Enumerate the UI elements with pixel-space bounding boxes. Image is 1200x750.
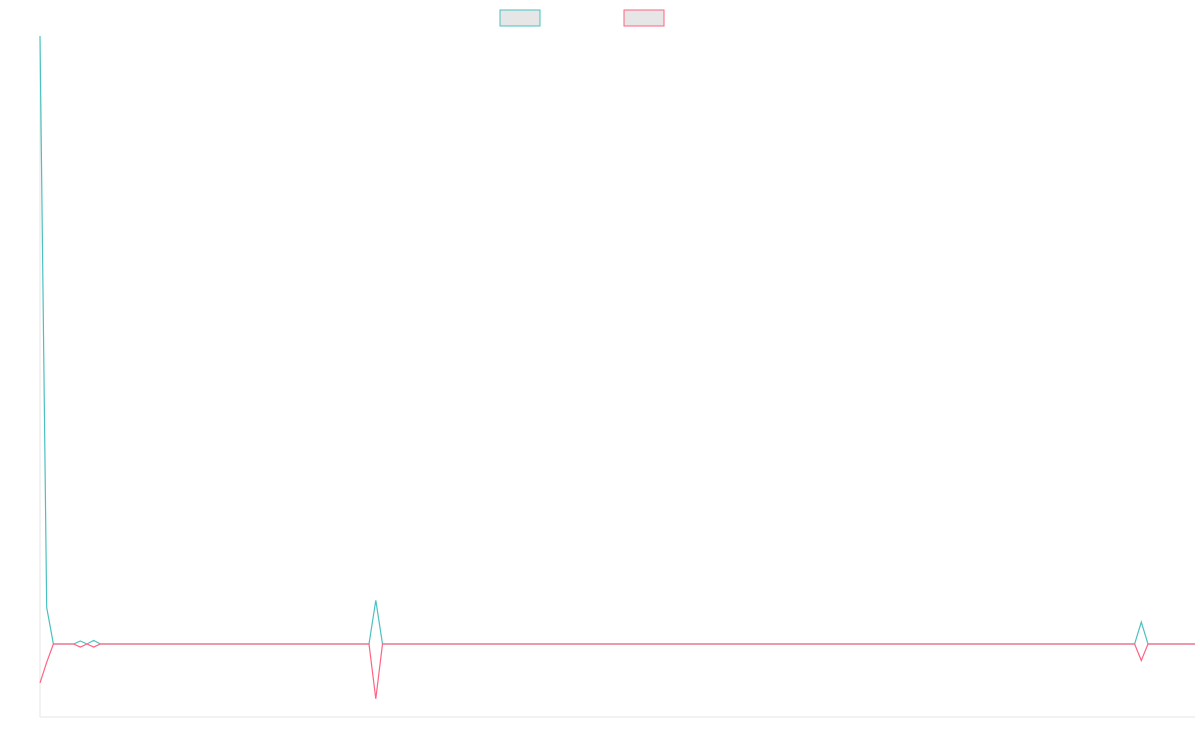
legend xyxy=(499,9,665,27)
series-line-1 xyxy=(39,35,1195,645)
legend-swatch-1[interactable] xyxy=(499,9,541,27)
axes xyxy=(39,36,1195,718)
legend-swatch-2[interactable] xyxy=(623,9,665,27)
series-line-2 xyxy=(39,643,1195,699)
series-layer xyxy=(39,35,1195,699)
